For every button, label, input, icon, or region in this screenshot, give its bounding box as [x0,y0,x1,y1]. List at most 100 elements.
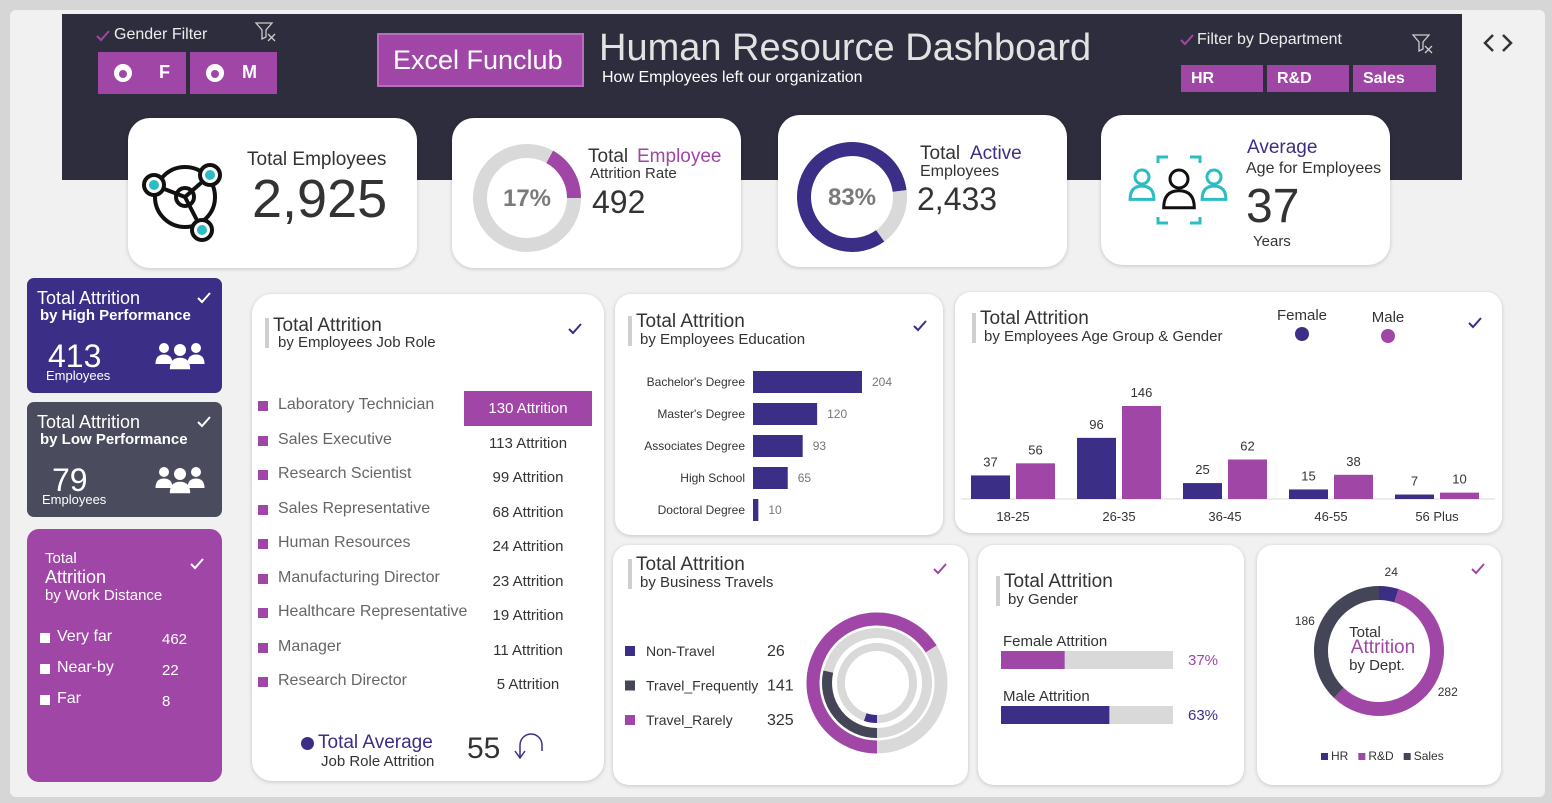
chart-subtitle: by Business Travels [640,574,774,591]
person-body [169,481,191,494]
chart-subtitle: by Gender [1008,591,1079,608]
department-button-label[interactable]: Sales [1363,70,1405,87]
check-icon [1468,317,1482,329]
performance-card [27,278,222,393]
job-role-name: Human Resources [278,534,411,551]
gender-button[interactable] [98,52,186,94]
department-button-label[interactable]: R&D [1277,70,1312,87]
person-head [191,343,201,353]
gender-icon [206,64,224,82]
node-dot [205,170,215,180]
legend-square [40,695,50,705]
card-unit: Employees [46,368,111,383]
row-label: Very far [57,628,113,645]
title-marker [265,318,269,348]
legend-square [258,642,268,653]
person-head [174,344,186,356]
job-role-name: Research Scientist [278,465,412,482]
card [1257,545,1501,785]
gender-button-label[interactable]: M [242,62,257,82]
kpi-value: 2,433 [917,181,998,217]
kpi-sublabel: Employees [920,163,1000,180]
job-role-value: 11 Attrition [493,641,563,659]
job-role-value: 99 Attrition [492,469,564,486]
chart-title: Total Attrition [980,308,1089,329]
card-subtitle: by Work Distance [45,587,163,604]
ring [153,165,217,229]
brand-box [377,33,584,87]
code-toggle-button[interactable] [1483,33,1513,53]
card-subtitle: by High Performance [40,307,191,324]
work-distance-card [27,529,222,782]
code-icon [1483,34,1513,52]
title-marker [996,576,1000,606]
kpi-value: 492 [592,184,646,220]
job-role-value: 130 Attrition [488,400,568,417]
job-role-name: Sales Executive [278,430,392,448]
performance-card [27,402,222,517]
clear-filter-button[interactable] [254,22,277,42]
kpi-sublabel: Age for Employees [1246,160,1382,177]
return-icon [514,733,543,760]
department-button-label[interactable]: HR [1191,70,1215,87]
marker-dot [301,737,314,750]
legend-square [40,664,50,674]
row-value: 8 [162,693,171,710]
node-dot [197,225,207,235]
person-body [1128,184,1156,201]
department-button[interactable] [1353,65,1436,92]
job-role-value: 19 Attrition [492,607,564,624]
person-head [159,467,169,477]
check-stroke [197,416,211,428]
department-button[interactable] [1267,65,1349,92]
gender-button[interactable] [190,52,277,94]
kpi-sublabel: Attrition Rate [590,165,677,182]
title-marker [972,313,976,343]
gender-filter-label: Gender Filter [114,26,208,43]
kpi-label: Total [920,143,961,164]
check-icon [96,30,110,42]
department-button[interactable] [1181,65,1263,92]
cross [267,33,276,42]
icon-face [211,70,219,78]
legend-square [258,677,268,687]
job-role-name: Manufacturing Director [278,568,440,586]
footer-value: 55 [467,732,501,765]
person-head [159,343,169,353]
check-stroke [96,30,110,42]
person-body [169,357,191,370]
card-subtitle: by Low Performance [40,431,188,448]
kpi-label-highlight: Active [970,143,1022,164]
check-stroke [933,563,947,575]
check-stroke [1180,34,1194,46]
check-icon [933,563,947,575]
check-stroke [1471,563,1485,575]
people-icon [1128,155,1228,225]
person-head [1205,168,1223,186]
check-icon [1471,563,1485,575]
check-icon [197,292,211,304]
clear-filter-button[interactable] [1411,34,1434,54]
frame-corners [1156,155,1202,225]
gender-button-label[interactable]: F [159,62,170,82]
card-title: Total [45,550,77,567]
kpi-value: 37 [1246,180,1300,233]
department-filter-label: Filter by Department [1197,31,1342,48]
footer-subtitle: Job Role Attrition [321,753,435,770]
check-stroke [1468,317,1482,329]
person-head [1168,168,1190,190]
chart-subtitle: by Employees Education [640,331,806,348]
dashboard-subtitle: How Employees left our organization [602,69,863,86]
person-head [191,467,201,477]
chart-subtitle: by Employees Age Group & Gender [984,328,1223,345]
check-stroke [913,320,927,332]
job-role-value: 68 Attrition [492,503,564,521]
check-stroke [197,292,211,304]
return-arrow [514,733,543,760]
card-value: 413 [48,338,102,374]
legend-square [258,539,268,549]
hub [174,186,196,208]
card-title: Attrition [45,567,107,587]
job-role-name: Laboratory Technician [278,396,435,413]
